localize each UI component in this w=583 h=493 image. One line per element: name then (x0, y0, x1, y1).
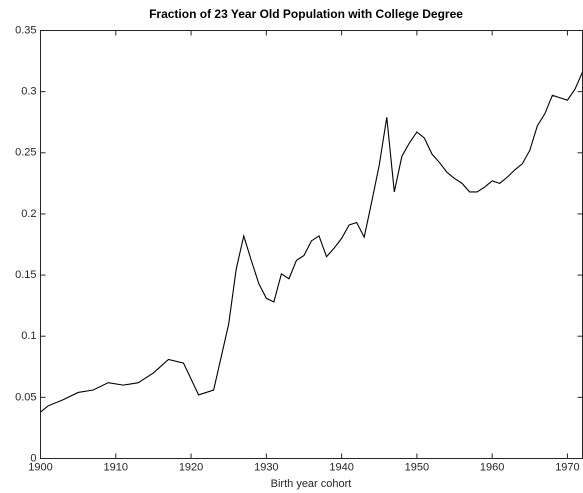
x-tick-label: 1950 (405, 461, 429, 473)
y-tick-label: 0.3 (21, 86, 36, 98)
plot-frame (40, 30, 583, 459)
y-tick-label: 0.35 (15, 24, 36, 36)
x-axis-label: Birth year cohort (271, 478, 352, 490)
x-tick-label: 1930 (254, 461, 278, 473)
x-tick-label: 1960 (480, 461, 504, 473)
x-tick-label: 1900 (28, 461, 52, 473)
y-tick-label: 0.05 (15, 391, 36, 403)
x-tick-label: 1970 (555, 461, 579, 473)
y-tick-label: 0.1 (21, 330, 36, 342)
data-line (40, 71, 583, 413)
y-tick-label: 0.25 (15, 147, 36, 159)
x-tick-label: 1940 (329, 461, 353, 473)
chart-title: Fraction of 23 Year Old Population with … (149, 7, 463, 21)
x-tick-label: 1910 (104, 461, 128, 473)
y-tick-label: 0.15 (15, 269, 36, 281)
y-tick-label: 0.2 (21, 208, 36, 220)
x-tick-label: 1920 (179, 461, 203, 473)
y-tick-label: 0 (30, 452, 36, 464)
